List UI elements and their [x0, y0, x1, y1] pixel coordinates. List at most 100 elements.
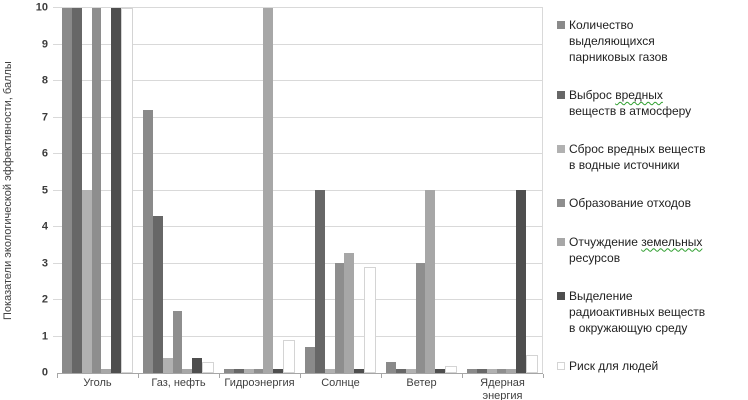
category-label: Газ, нефть	[151, 377, 206, 389]
legend-label: Сброс вредных веществ в водные источники	[569, 142, 706, 173]
legend-swatch	[557, 361, 565, 370]
bar[interactable]	[405, 369, 416, 373]
bar[interactable]	[152, 216, 163, 373]
bar[interactable]	[467, 369, 477, 373]
legend-label: Отчуждение земельных ресурсов	[569, 234, 703, 265]
gridline	[53, 335, 543, 337]
gridline	[53, 299, 543, 300]
bar[interactable]	[111, 8, 122, 373]
bar[interactable]	[386, 362, 396, 373]
legend-swatch	[557, 145, 565, 154]
bar[interactable]	[121, 8, 134, 373]
x-axis-tick	[57, 374, 58, 378]
legend-swatch	[557, 237, 565, 246]
plot-right-border	[542, 8, 543, 373]
bar[interactable]	[143, 110, 153, 373]
bar-group	[138, 8, 219, 373]
legend-item[interactable]: Количество выделяющихся парниковых газов	[557, 17, 747, 65]
plot-area	[53, 7, 543, 374]
y-axis-ticks: 0 1 2 3 4 5 6 7 8 9 10	[0, 2, 52, 378]
bar[interactable]	[71, 8, 82, 373]
x-axis-labels: Уголь Газ, нефть Гидроэнергия Солнце Ветер Яд…	[57, 377, 543, 400]
gridline	[53, 80, 543, 81]
bar[interactable]	[233, 369, 244, 373]
legend-label: Выброс вредных веществ в атмосферу	[569, 88, 692, 119]
bar[interactable]	[506, 369, 517, 373]
bar[interactable]	[344, 253, 355, 373]
bar[interactable]	[486, 369, 497, 373]
bar[interactable]	[224, 369, 234, 373]
spellcheck-underlined-word: вредных	[615, 88, 663, 103]
bar[interactable]	[243, 369, 254, 373]
bar[interactable]	[101, 369, 112, 373]
legend-swatch	[557, 21, 565, 29]
legend: Количество выделяющихся парниковых газов Вы…	[557, 0, 747, 400]
bar[interactable]	[253, 369, 264, 373]
bar[interactable]	[172, 311, 183, 373]
bar[interactable]	[445, 366, 458, 373]
bar[interactable]	[324, 369, 335, 373]
bar[interactable]	[182, 369, 193, 373]
x-axis-tick	[300, 374, 301, 378]
legend-item[interactable]: Образование отходов	[557, 195, 747, 211]
bar[interactable]	[202, 362, 215, 373]
bar[interactable]	[395, 369, 406, 373]
bar-group	[381, 8, 462, 373]
y-axis-tick-label: 4	[41, 220, 48, 233]
gridline	[53, 116, 543, 118]
bar[interactable]	[526, 355, 539, 373]
bar[interactable]	[496, 369, 507, 373]
y-axis-tick-label: 0	[41, 366, 48, 379]
y-axis-tick-label: 10	[35, 1, 48, 14]
legend-label: Количество выделяющихся парниковых газов	[569, 18, 668, 64]
legend-swatch	[557, 291, 565, 300]
legend-item[interactable]: Риск для людей	[557, 358, 747, 374]
bar[interactable]	[314, 190, 325, 373]
category-label: Ветер	[406, 377, 437, 389]
y-axis-tick-label: 6	[41, 147, 48, 160]
legend-item[interactable]: Отчуждение земельных ресурсов	[557, 234, 747, 266]
bar[interactable]	[516, 190, 527, 373]
legend-label: Образование отходов	[569, 196, 691, 211]
legend-item[interactable]: Сброс вредных веществ в водные источники	[557, 141, 747, 173]
bar[interactable]	[162, 358, 173, 373]
legend-item[interactable]: Выброс вредных веществ в атмосферу	[557, 87, 747, 119]
bar-group	[219, 8, 300, 373]
gridline	[53, 189, 543, 191]
x-axis-tick	[219, 374, 220, 378]
category-label: Ядерная энергия	[480, 377, 525, 400]
legend-item[interactable]: Выделение радиоактивных веществ в окружающ…	[557, 288, 747, 336]
bar[interactable]	[91, 8, 102, 373]
bar[interactable]	[273, 369, 284, 373]
bar[interactable]	[334, 263, 345, 373]
category-label: Уголь	[83, 377, 112, 389]
y-axis-tick-label: 3	[41, 257, 48, 269]
x-axis-tick	[462, 374, 463, 378]
gridline	[53, 153, 543, 154]
bar[interactable]	[283, 340, 296, 373]
bar[interactable]	[62, 8, 72, 373]
bar[interactable]	[435, 369, 446, 373]
category-label: Гидроэнергия	[224, 377, 295, 389]
legend-label: Риск для людей	[569, 358, 659, 373]
bar[interactable]	[476, 369, 487, 373]
bar-group	[57, 8, 138, 373]
bar[interactable]	[425, 190, 436, 373]
x-axis-tick	[138, 374, 139, 378]
spellcheck-underlined-word: земельных	[641, 234, 703, 249]
bar[interactable]	[415, 263, 426, 373]
bar[interactable]	[81, 190, 92, 373]
y-axis-tick-label: 5	[41, 184, 48, 196]
bar[interactable]	[354, 369, 365, 373]
category-label: Солнце	[321, 377, 360, 389]
gridline	[53, 262, 543, 264]
y-axis-tick-label: 9	[41, 38, 48, 50]
x-axis-tick	[543, 374, 544, 378]
bar[interactable]	[305, 347, 315, 373]
bar[interactable]	[263, 8, 274, 373]
bar[interactable]	[364, 267, 377, 373]
y-axis-tick-label: 7	[41, 111, 48, 123]
bar[interactable]	[192, 358, 203, 373]
bar-group	[462, 8, 543, 373]
